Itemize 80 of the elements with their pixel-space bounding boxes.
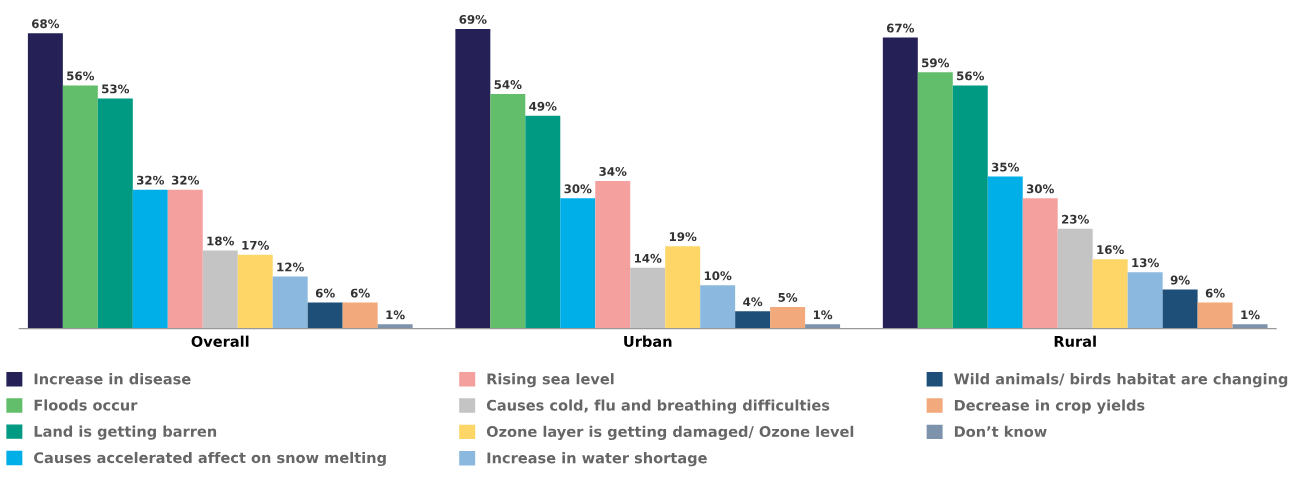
data-label: 56%	[67, 71, 95, 81]
legend-label: Increase in disease	[34, 373, 191, 385]
data-label: 6%	[315, 288, 335, 298]
legend-label: Don’t know	[954, 425, 1047, 438]
data-label: 10%	[704, 271, 732, 281]
bar	[490, 94, 526, 329]
bar	[272, 276, 308, 329]
bar	[97, 98, 133, 329]
bar	[700, 285, 736, 329]
legend-label: Causes cold, flu and breathing difficulties	[486, 399, 830, 414]
bar	[882, 37, 918, 329]
legend-label: Causes accelerated affect on snow melting	[34, 451, 386, 467]
legend-label: Rising sea level	[487, 373, 614, 388]
bar	[342, 302, 378, 329]
bar	[377, 324, 413, 329]
legend-label: Increase in water shortage	[487, 452, 707, 467]
bar	[917, 72, 953, 329]
data-label: 18%	[207, 236, 234, 246]
bar	[1022, 198, 1058, 329]
bar	[987, 176, 1023, 329]
data-label: 5%	[778, 292, 798, 302]
bar	[27, 33, 63, 329]
bar	[62, 85, 98, 329]
legend-label: Decrease in crop yields	[954, 399, 1145, 414]
data-label: 13%	[1132, 258, 1159, 268]
data-label: 16%	[1097, 245, 1124, 255]
data-label: 4%	[743, 297, 763, 307]
data-label: 19%	[669, 232, 697, 242]
bar	[1127, 272, 1163, 329]
bar	[1057, 228, 1093, 329]
data-label: 59%	[922, 58, 950, 68]
bar	[665, 246, 701, 329]
bar	[952, 85, 988, 329]
bar	[167, 189, 203, 329]
bar	[237, 254, 273, 329]
data-label: 68%	[31, 19, 60, 29]
data-label: 6%	[350, 288, 370, 298]
data-label: 56%	[957, 71, 985, 81]
bar	[132, 189, 168, 329]
bar	[307, 302, 343, 329]
data-label: 1%	[386, 310, 405, 320]
data-label: 69%	[459, 14, 487, 24]
data-label: 30%	[564, 184, 592, 194]
legend-label: Floods occur	[34, 399, 138, 411]
data-label: 34%	[599, 166, 627, 176]
data-label: 67%	[886, 23, 915, 33]
bar	[735, 311, 771, 329]
data-label: 30%	[1026, 184, 1054, 194]
legend-label: Ozone layer is getting damaged/ Ozone level	[486, 425, 854, 441]
data-label: 32%	[136, 175, 165, 185]
x-tick-label: Urban	[624, 335, 672, 347]
data-label: 14%	[634, 253, 662, 263]
legend-label: Land is getting barren	[34, 425, 217, 440]
data-label: 49%	[529, 101, 557, 111]
bar	[560, 198, 596, 329]
bar	[525, 115, 561, 329]
data-label: 1%	[1241, 310, 1260, 320]
bar	[1232, 324, 1268, 329]
bar	[455, 28, 491, 329]
data-label: 54%	[494, 80, 522, 90]
data-label: 23%	[1062, 214, 1089, 224]
data-label: 17%	[242, 240, 269, 250]
bar	[630, 267, 666, 329]
bar	[595, 180, 631, 329]
bar	[1092, 259, 1128, 329]
x-tick-label: Rural	[1054, 335, 1096, 347]
data-label: 6%	[1205, 288, 1225, 298]
legend-label: Wild animals/ birds habitat are changing	[954, 373, 1288, 388]
bar	[805, 324, 841, 329]
data-label: 1%	[813, 310, 833, 320]
bar	[770, 306, 806, 329]
data-label: 35%	[991, 162, 1019, 172]
bar	[1197, 302, 1233, 329]
data-label: 12%	[277, 262, 304, 272]
bar	[202, 250, 238, 329]
data-label: 32%	[171, 175, 200, 185]
data-label: 9%	[1170, 275, 1190, 285]
x-tick-label: Overall	[191, 335, 249, 347]
bar	[1162, 289, 1198, 329]
data-label: 53%	[102, 84, 130, 94]
